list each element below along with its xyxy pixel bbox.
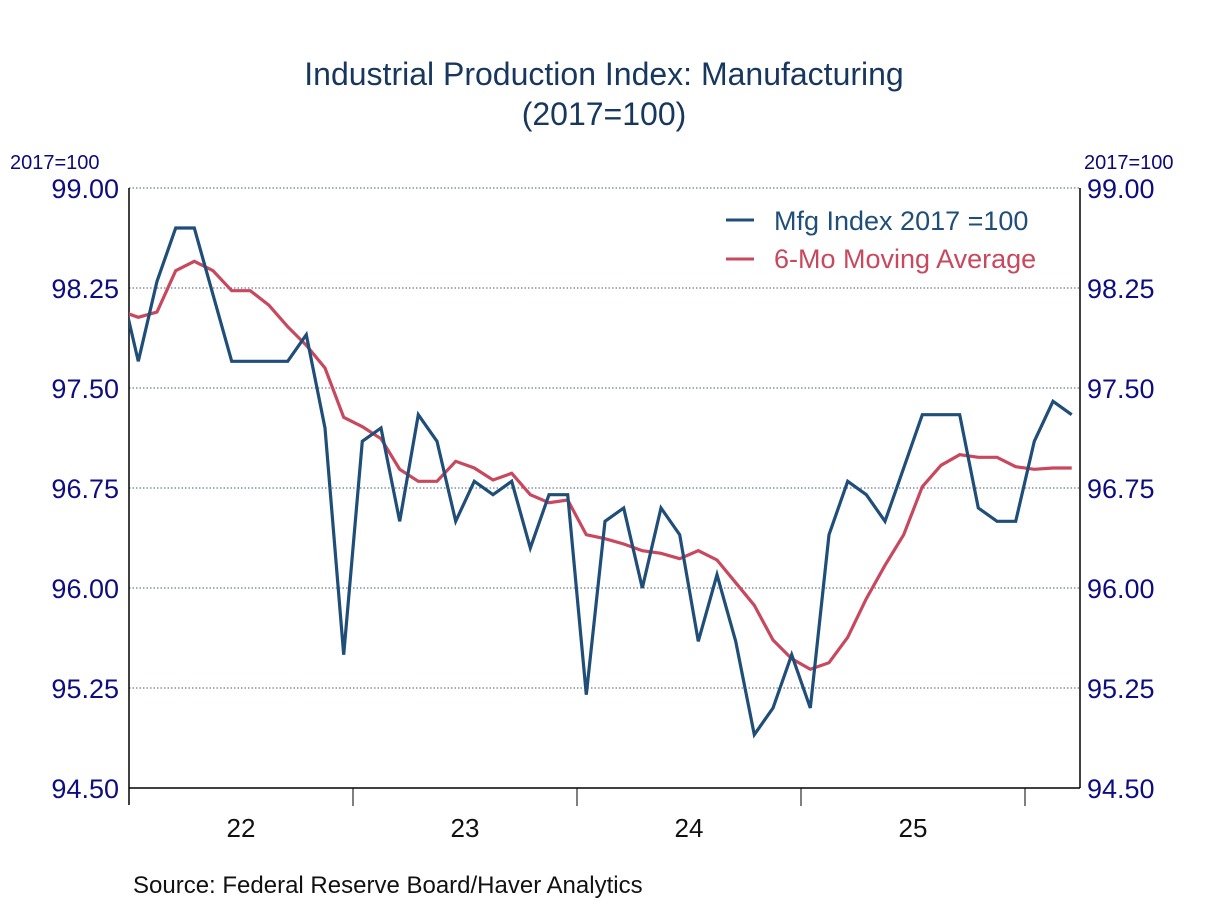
x-tick-label: 24 <box>675 813 704 843</box>
source-note: Source: Federal Reserve Board/Haver Anal… <box>133 872 643 899</box>
x-tick-marks <box>352 788 1026 806</box>
y-tick-label-right: 94.50 <box>1087 774 1155 804</box>
right-axis-unit-label: 2017=100 <box>1084 152 1174 174</box>
y-tick-label-left: 99.00 <box>51 174 119 204</box>
series-line-mfg-index <box>129 226 1073 739</box>
left-y-tick-labels: 99.00 98.25 97.50 96.75 96.00 95.25 94.50 <box>51 174 119 804</box>
y-tick-label-left: 95.25 <box>51 674 119 704</box>
legend-label-moving-average: 6-Mo Moving Average <box>774 244 1036 274</box>
y-tick-label-left: 98.25 <box>51 274 119 304</box>
y-tick-label-right: 97.50 <box>1087 374 1155 404</box>
gridlines <box>129 187 1080 689</box>
y-tick-label-right: 95.25 <box>1087 674 1155 704</box>
y-tick-label-left: 94.50 <box>51 774 119 804</box>
y-tick-label-right: 99.00 <box>1087 174 1155 204</box>
axes <box>128 188 1081 805</box>
series <box>129 226 1073 739</box>
x-tick-labels: 22 23 24 25 <box>227 813 928 843</box>
series-line-moving-average <box>129 259 1072 672</box>
x-tick-label: 25 <box>899 813 928 843</box>
legend: Mfg Index 2017 =100 6-Mo Moving Average <box>726 206 1036 274</box>
left-axis-unit-label: 2017=100 <box>10 152 100 174</box>
y-tick-label-left: 97.50 <box>51 374 119 404</box>
x-tick-label: 23 <box>451 813 480 843</box>
right-y-tick-labels: 99.00 98.25 97.50 96.75 96.00 95.25 94.50 <box>1087 174 1155 804</box>
y-tick-label-right: 96.00 <box>1087 574 1155 604</box>
y-tick-label-left: 96.00 <box>51 574 119 604</box>
y-tick-label-right: 98.25 <box>1087 274 1155 304</box>
x-tick-label: 22 <box>227 813 256 843</box>
y-tick-label-right: 96.75 <box>1087 474 1155 504</box>
y-tick-label-left: 96.75 <box>51 474 119 504</box>
chart-subtitle: (2017=100) <box>521 96 687 132</box>
chart-title: Industrial Production Index: Manufacturi… <box>304 56 904 92</box>
legend-label-mfg-index: Mfg Index 2017 =100 <box>774 206 1028 236</box>
